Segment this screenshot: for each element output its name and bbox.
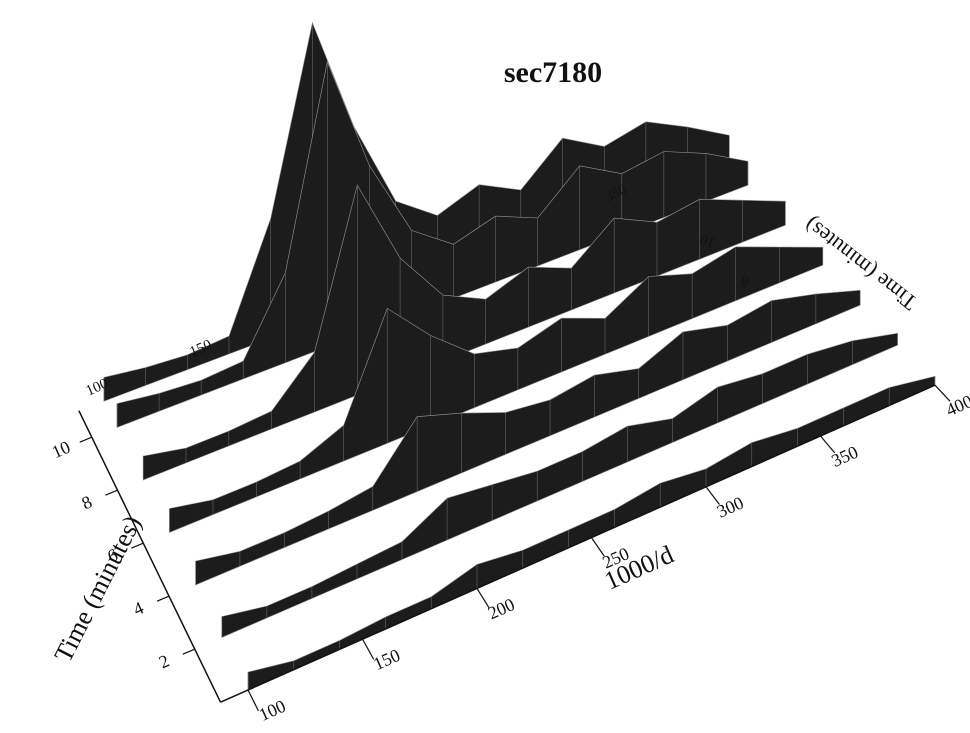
- x-tick-label: 300: [714, 492, 747, 521]
- back-t-tick-label: 10: [698, 231, 718, 251]
- t-tick-label: 10: [49, 437, 74, 463]
- x-tick-label: 400: [943, 391, 970, 420]
- t-tick: [156, 595, 170, 602]
- x-tick-label: 150: [370, 645, 403, 674]
- t-tick: [105, 489, 118, 496]
- x-tick-label: 350: [828, 442, 861, 471]
- chart-title: sec7180: [504, 56, 602, 89]
- t-tick: [79, 436, 92, 443]
- t-axis: [78, 410, 222, 703]
- x-tick: [934, 384, 951, 402]
- x-tick-label: 200: [485, 594, 518, 623]
- t-tick: [182, 648, 195, 655]
- x-tick: [820, 435, 836, 454]
- x-tick-label: 100: [256, 696, 289, 725]
- t-tick-label: 4: [130, 598, 146, 620]
- t-axis-label: Time (minutes): [48, 511, 147, 667]
- t-tick-label: 8: [79, 492, 95, 514]
- x-tick: [476, 588, 490, 609]
- x-tick: [247, 689, 260, 712]
- x-tick: [591, 537, 605, 557]
- x-tick: [705, 486, 720, 505]
- t-tick: [131, 542, 144, 549]
- x-tick: [361, 638, 375, 660]
- x-axis: [220, 384, 936, 703]
- t-tick-label: 2: [156, 651, 172, 673]
